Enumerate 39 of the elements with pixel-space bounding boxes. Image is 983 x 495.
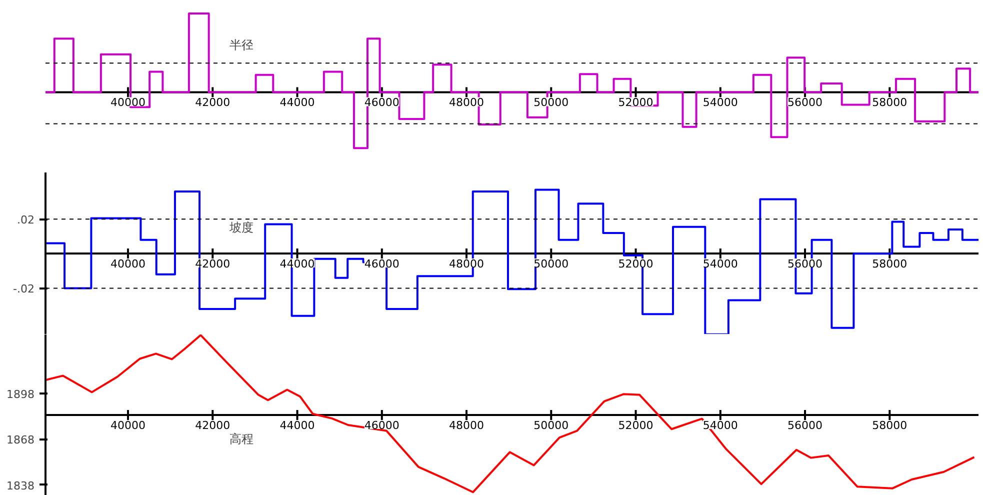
x-tick-label: 54000 [702, 258, 738, 270]
y-tick-label: 1898 [6, 388, 35, 401]
x-tick-label: 52000 [618, 258, 654, 270]
x-tick-label: 52000 [618, 419, 654, 432]
x-tick-label: 58000 [872, 419, 908, 432]
text: 半径 [229, 38, 254, 52]
y-tick-label: 1868 [6, 434, 35, 447]
x-tick-label: 48000 [449, 96, 484, 110]
x-tick-label: 58000 [872, 96, 908, 110]
text: 高程 [229, 432, 254, 446]
text: 坡度 [228, 220, 254, 235]
x-tick-label: 46000 [364, 258, 400, 270]
x-tick-label: 52000 [618, 96, 654, 110]
y-tick-label: -.02 [13, 282, 35, 296]
x-tick-label: 44000 [280, 419, 315, 432]
x-tick-label: 50000 [534, 258, 569, 270]
x-tick-label: 40000 [110, 96, 146, 110]
x-tick-label: 40000 [110, 258, 146, 270]
x-tick-label: 48000 [449, 419, 484, 432]
x-tick-label: 44000 [280, 258, 315, 270]
x-tick-label: 54000 [702, 419, 738, 432]
x-tick-label: 50000 [534, 419, 569, 432]
x-tick-label: 56000 [788, 419, 823, 432]
x-tick-label: 48000 [449, 258, 484, 270]
x-tick-label: 42000 [195, 96, 230, 110]
x-tick-label: 58000 [872, 258, 908, 270]
x-tick-label: 42000 [195, 419, 230, 432]
x-tick-label: 56000 [788, 258, 823, 270]
x-tick-label: 42000 [195, 258, 230, 270]
x-tick-label: 44000 [280, 96, 315, 110]
x-tick-label: 54000 [702, 96, 738, 110]
line-series [46, 334, 976, 494]
x-tick-label: 46000 [364, 419, 400, 432]
x-tick-label: 50000 [534, 96, 569, 110]
x-tick-label: 46000 [364, 96, 400, 110]
x-tick-label: 56000 [788, 96, 823, 110]
y-tick-label: .02 [17, 214, 35, 227]
x-tick-label: 40000 [110, 419, 146, 432]
y-tick-label: 1838 [6, 479, 35, 492]
